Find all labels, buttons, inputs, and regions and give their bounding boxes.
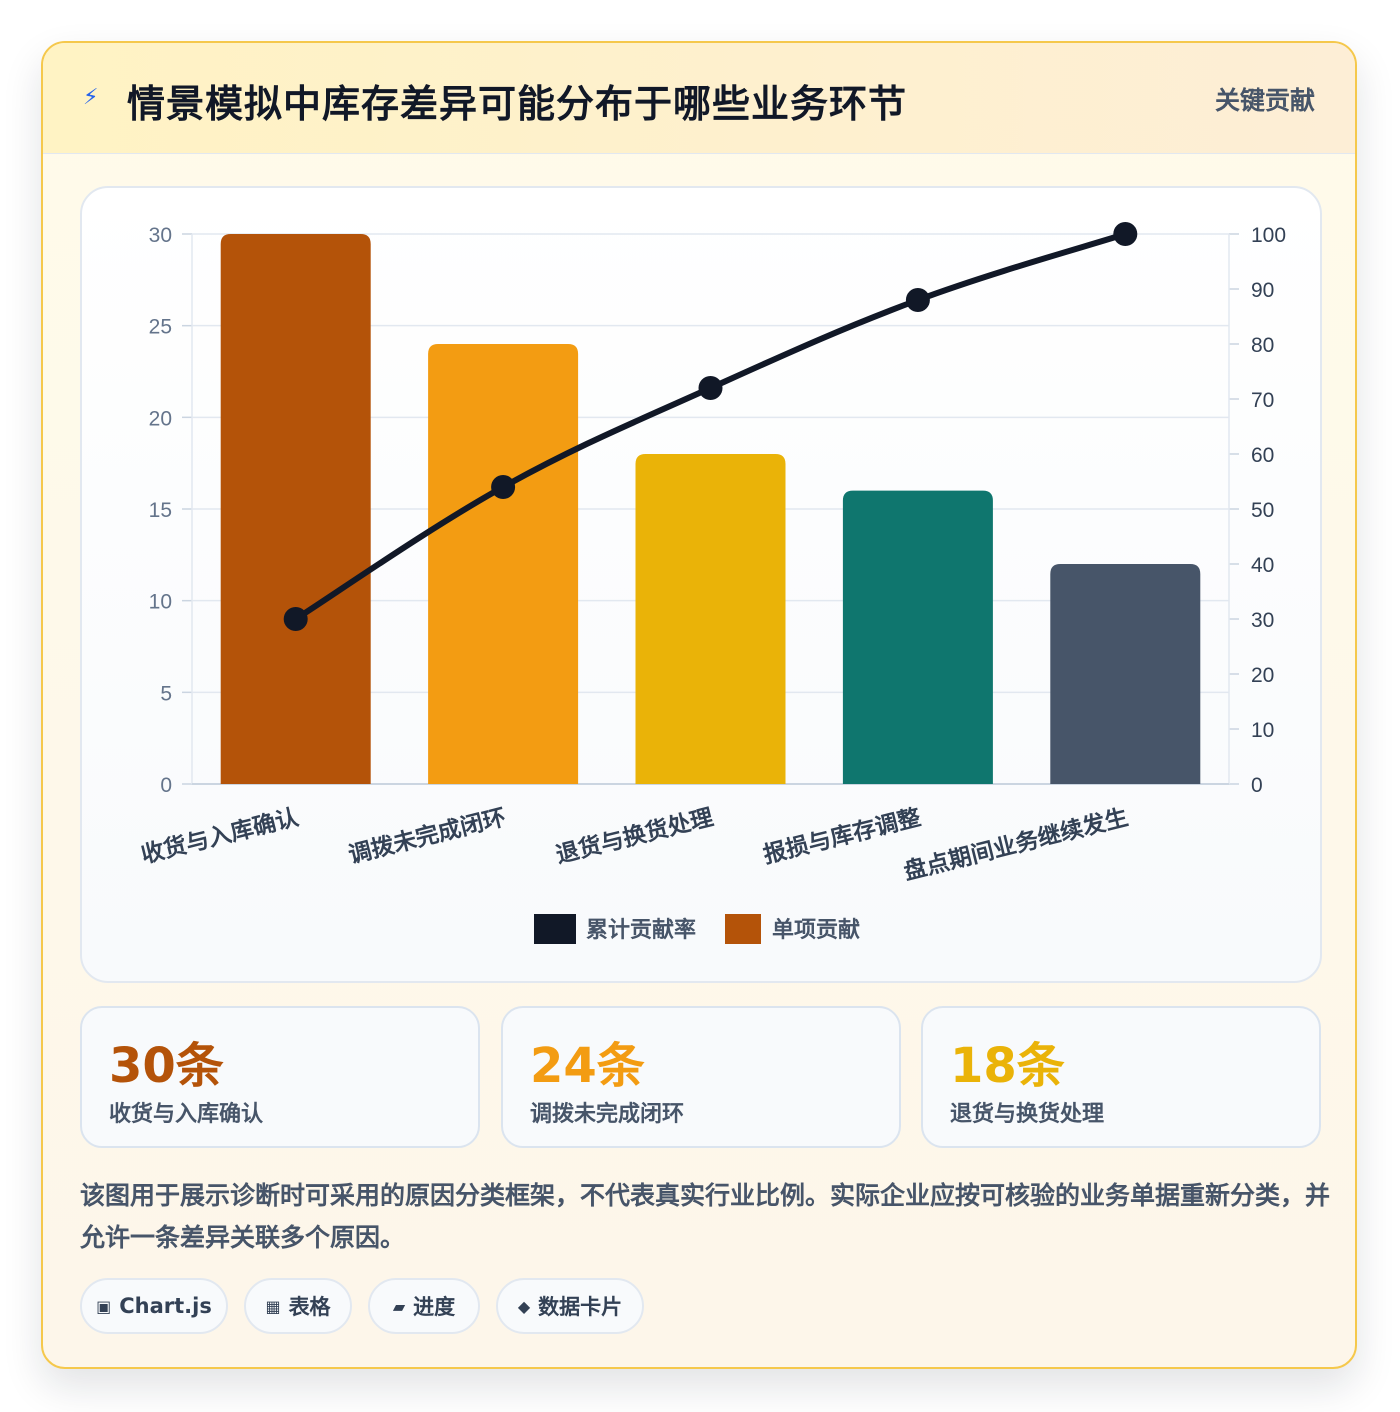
- chip-progress[interactable]: ▰ 进度: [368, 1278, 480, 1334]
- y-tick-label: 5: [160, 682, 172, 705]
- stat-value: 18条: [950, 1038, 1065, 1094]
- y2-tick-label: 100: [1251, 224, 1286, 247]
- bar: [1050, 564, 1201, 784]
- chip-label: 表格: [288, 1295, 331, 1319]
- progress-icon: ▰: [392, 1296, 406, 1316]
- page-title: 情景模拟中库存差异可能分布于哪些业务环节: [127, 82, 908, 126]
- chip-label: Chart.js: [119, 1294, 212, 1318]
- bar: [842, 490, 993, 784]
- legend-label: 单项贡献: [772, 917, 860, 943]
- y-tick-label: 15: [149, 499, 172, 522]
- stat-card-1: 30条 收货与入库确认: [80, 1006, 480, 1148]
- diamond-icon: ◆: [517, 1296, 531, 1316]
- x-tick-label: 报损与库存调整: [761, 804, 924, 869]
- x-tick-label: 收货与入库确认: [138, 804, 301, 869]
- y2-tick-label: 70: [1251, 389, 1274, 412]
- stat-label: 收货与入库确认: [109, 1102, 264, 1127]
- y-tick-label: 0: [160, 774, 172, 797]
- y2-tick-label: 80: [1251, 334, 1274, 357]
- y2-tick-label: 20: [1251, 664, 1274, 687]
- line-point: [283, 607, 308, 631]
- y2-tick-label: 50: [1251, 499, 1274, 522]
- stat-value: 24条: [530, 1038, 645, 1094]
- bar: [635, 454, 786, 784]
- stat-value: 30条: [109, 1038, 224, 1094]
- x-tick-label: 调拨未完成闭环: [346, 804, 509, 869]
- chart-container: 0 5 10 15 20 25 30 0 10 20 30 40 50 60 70 80 90 100 收货与入库确…: [80, 186, 1322, 983]
- legend-label: 累计贡献率: [586, 917, 696, 943]
- bar: [220, 234, 371, 784]
- y2-tick-label: 30: [1251, 609, 1274, 632]
- y2-tick-label: 10: [1251, 719, 1274, 742]
- stat-card-2: 24条 调拨未完成闭环: [501, 1006, 901, 1148]
- y2-tick-label: 0: [1251, 774, 1263, 797]
- y-tick-label: 30: [149, 224, 172, 247]
- lightning-icon: ⚡: [83, 85, 99, 110]
- chart-note: 该图用于展示诊断时可采用的原因分类框架，不代表真实行业比例。实际企业应按可核验的…: [80, 1181, 1331, 1252]
- y2-tick-label: 90: [1251, 279, 1274, 302]
- stat-label: 调拨未完成闭环: [530, 1102, 685, 1127]
- line-point: [1113, 222, 1138, 246]
- x-tick-label: 退货与换货处理: [553, 804, 716, 869]
- line-point: [698, 376, 723, 400]
- line-point: [905, 288, 930, 312]
- square-icon: ▣: [96, 1296, 112, 1316]
- card-header: ⚡ 情景模拟中库存差异可能分布于哪些业务环节 关键贡献: [43, 43, 1355, 154]
- legend-swatch: [725, 914, 761, 944]
- y2-tick-label: 40: [1251, 554, 1274, 577]
- chip-data-card[interactable]: ◆ 数据卡片: [496, 1278, 644, 1334]
- table-icon: ▦: [265, 1296, 281, 1316]
- legend-swatch: [534, 914, 576, 944]
- chip-chartjs[interactable]: ▣ Chart.js: [80, 1278, 228, 1334]
- main-card: ⚡ 情景模拟中库存差异可能分布于哪些业务环节 关键贡献 0 5 10 15 20 25 30…: [41, 41, 1357, 1369]
- line-point: [491, 475, 516, 499]
- stat-label: 退货与换货处理: [950, 1102, 1105, 1127]
- y-tick-label: 25: [149, 316, 172, 339]
- x-tick-label: 盘点期间业务继续发生: [901, 804, 1131, 886]
- chip-table[interactable]: ▦ 表格: [244, 1278, 352, 1334]
- y2-tick-label: 60: [1251, 444, 1274, 467]
- stat-card-3: 18条 退货与换货处理: [921, 1006, 1321, 1148]
- header-tag: 关键贡献: [1214, 86, 1315, 115]
- chip-label: 数据卡片: [538, 1295, 623, 1319]
- y-tick-label: 20: [149, 407, 172, 430]
- y-tick-label: 10: [149, 591, 172, 614]
- bar: [428, 344, 579, 784]
- chip-label: 进度: [413, 1295, 456, 1319]
- pareto-chart: 0 5 10 15 20 25 30 0 10 20 30 40 50 60 70 80 90 100 收货与入库确…: [138, 222, 1286, 944]
